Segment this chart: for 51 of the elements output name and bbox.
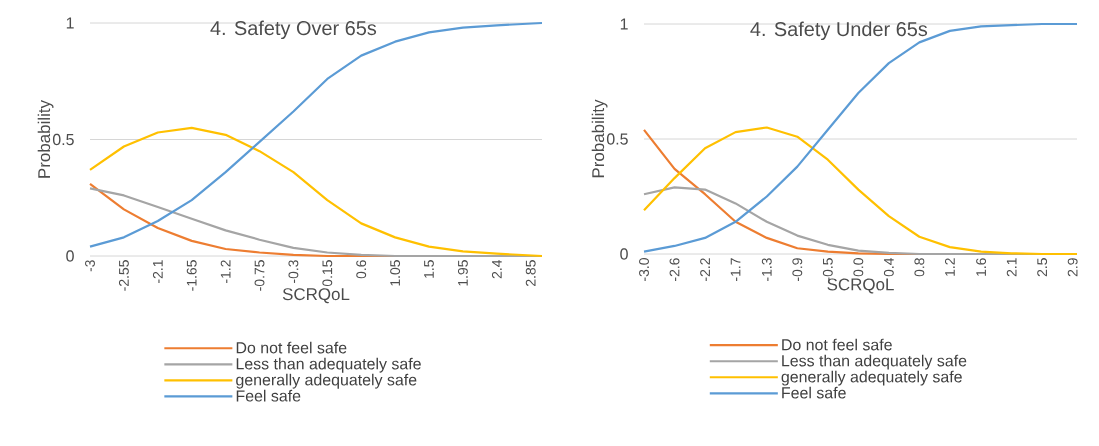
x-tick-label: 2.4 <box>491 259 502 279</box>
x-tick-label: 1.95 <box>457 260 468 286</box>
x-tick-label: 2.5 <box>1037 258 1048 277</box>
x-tick-label: -2.6 <box>669 258 680 281</box>
x-tick-label: 1.5 <box>424 260 434 278</box>
line-series <box>88 126 544 258</box>
x-tick-label: 1.6 <box>976 258 987 276</box>
x-tick-label: 0.15 <box>322 260 333 287</box>
y-axis-title: Probability <box>591 99 608 178</box>
legend-label: Do not feel safe <box>236 341 347 354</box>
x-tick-label: 1.2 <box>944 258 955 276</box>
y-tick-label: 0.5 <box>52 133 74 146</box>
line-series <box>88 21 544 248</box>
legend-label: generally adequately safe <box>781 370 962 386</box>
legend-label: Do not feel safe <box>782 338 892 351</box>
x-tick-label: -3 <box>85 260 95 272</box>
x-tick-label: 0.0 <box>853 258 864 277</box>
x-tick-label: 0.8 <box>914 258 925 277</box>
x-tick-label: 2.1 <box>1006 258 1017 277</box>
x-axis-title: SCRQoL <box>282 288 350 304</box>
x-tick-label: 0.6 <box>356 260 367 279</box>
x-tick-label: -2.1 <box>152 260 163 283</box>
x-tick-label: -0.9 <box>792 258 803 281</box>
legend-label: Less than adequately safe <box>782 354 967 370</box>
x-tick-label: 2.85 <box>525 260 536 286</box>
x-tick-label: -3.0 <box>639 258 649 281</box>
y-tick-label: 1 <box>66 17 74 29</box>
y-tick-label: 0 <box>620 248 628 260</box>
y-tick-label: 0 <box>66 250 74 262</box>
x-tick-label: -2.2 <box>700 258 710 281</box>
y-tick-label: 0.5 <box>606 133 628 145</box>
legend-label: generally adequately safe <box>236 373 417 389</box>
y-axis-title: Probability <box>37 100 54 178</box>
legend-label: Feel safe <box>782 386 846 399</box>
x-tick-label: -0.3 <box>288 260 299 283</box>
x-tick-label: 1.05 <box>390 260 401 286</box>
chart-title: 4. Safety Over 65s <box>210 20 377 40</box>
x-tick-label: -1.3 <box>761 258 772 281</box>
line-series <box>642 22 1079 253</box>
y-tick-label: 1 <box>620 18 628 30</box>
chart-title: 4. Safety Under 65s <box>750 21 928 41</box>
x-tick-label: -2.55 <box>118 260 129 291</box>
legend-label: Less than adequately safe <box>236 357 421 373</box>
x-tick-label: 0.4 <box>883 257 894 277</box>
x-tick-label: -1.65 <box>186 260 197 291</box>
line-series <box>642 126 1079 256</box>
legend-label: Feel safe <box>236 389 301 402</box>
x-tick-label: -1.7 <box>730 258 741 281</box>
x-tick-label: -0.75 <box>254 260 265 291</box>
x-tick-label: 2.9 <box>1067 258 1078 277</box>
x-tick-label: -1.2 <box>220 260 231 283</box>
